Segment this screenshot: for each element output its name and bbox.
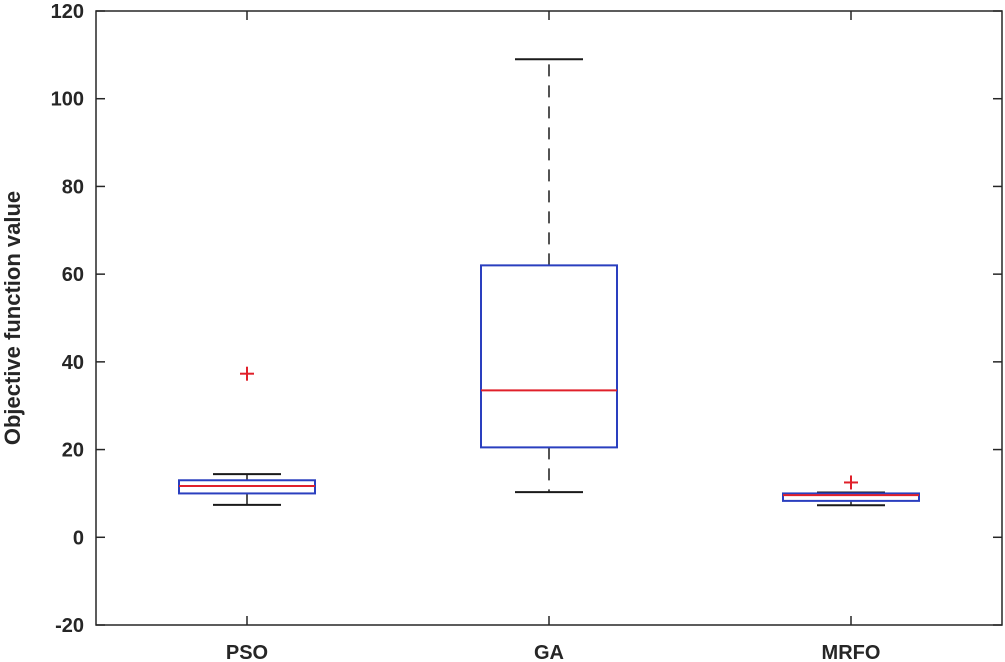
iqr-box [782, 492, 920, 502]
box-mrfo [782, 475, 920, 507]
y-tick-label: 120 [51, 1, 84, 23]
box-series [178, 58, 920, 507]
x-tick-label: MRFO [822, 642, 881, 662]
y-axis: -20 0 20 40 60 80 100 120 [51, 1, 1002, 637]
plot-frame [95, 10, 1003, 626]
y-tick-label: -20 [55, 615, 84, 637]
y-tick-label: 0 [73, 527, 84, 549]
x-axis: PSO GA MRFO [226, 11, 881, 662]
y-axis-title: Objective function value [0, 191, 25, 445]
y-tick-label: 80 [62, 176, 84, 198]
y-tick-label: 100 [51, 89, 84, 111]
x-tick-label: GA [534, 642, 564, 662]
y-tick-label: 20 [62, 440, 84, 462]
y-tick-label: 60 [62, 264, 84, 286]
plot-border [95, 10, 1003, 626]
box-pso [178, 366, 316, 506]
box-ga [480, 58, 618, 494]
x-tick-label: PSO [226, 642, 268, 662]
iqr-box [480, 264, 618, 449]
outlier-marker [844, 475, 858, 490]
outlier-marker [240, 366, 254, 381]
y-tick-label: 40 [62, 352, 84, 374]
